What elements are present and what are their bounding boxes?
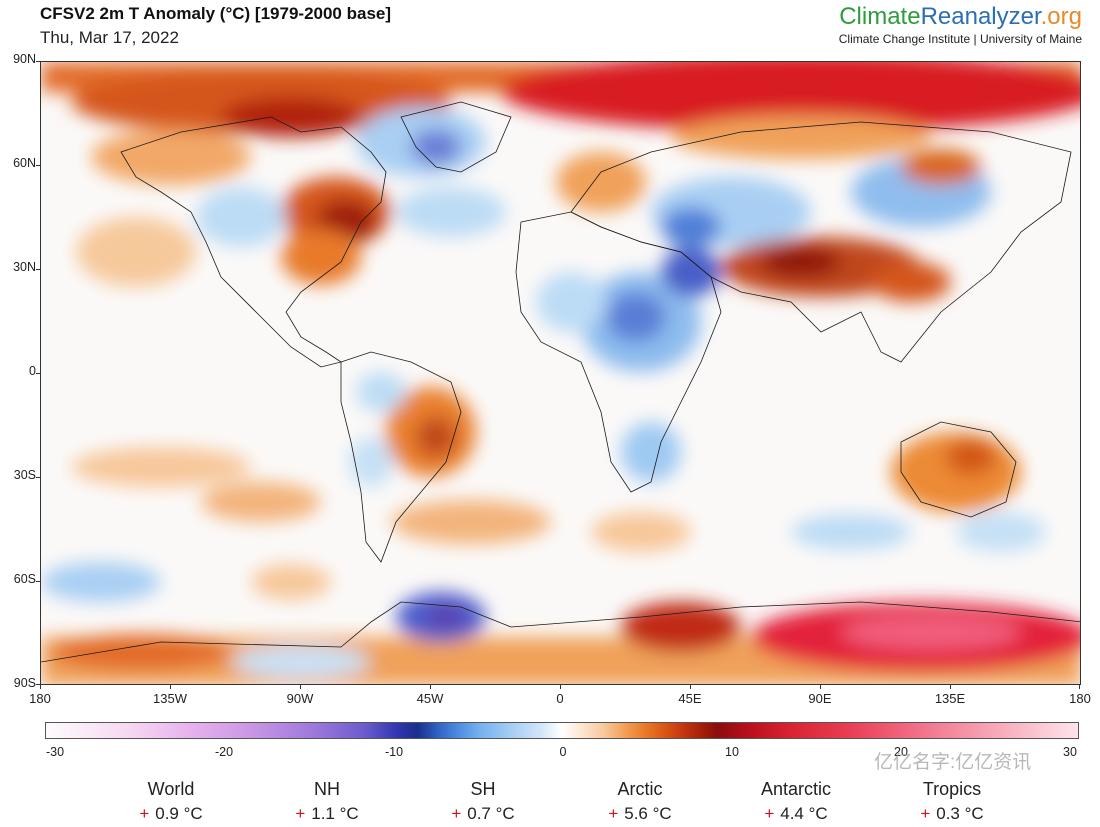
lon-label-45w: 45W: [416, 691, 444, 706]
lat-label-90s: 90S: [13, 676, 36, 690]
lon-tick: [170, 685, 171, 689]
stat-nh: NH +1.1 °C: [252, 779, 402, 824]
lon-label-45e: 45E: [678, 691, 702, 706]
lon-tick: [1079, 685, 1080, 689]
stat-name: Antarctic: [760, 779, 832, 799]
lon-label-90w: 90W: [286, 691, 314, 706]
lon-label-0: 0: [556, 691, 564, 706]
stat-tropics: Tropics +0.3 °C: [877, 779, 1027, 824]
lat-label-60n: 60N: [13, 156, 36, 170]
lat-label-60s: 60S: [13, 572, 36, 586]
lat-label-90n: 90N: [13, 52, 36, 66]
map-title: CFSV2 2m T Anomaly (°C) [1979-2000 base]: [40, 4, 392, 23]
watermark-text: 亿亿名字:亿亿资讯: [874, 752, 1032, 773]
plus-icon: +: [139, 804, 150, 823]
stat-name: Arctic: [617, 779, 663, 799]
map-date: Thu, Mar 17, 2022: [40, 28, 179, 47]
lon-label-135w: 135W: [153, 691, 187, 706]
colorbar-tick-label: -20: [214, 745, 234, 759]
anomaly-field: [41, 62, 1080, 684]
colorbar-tick-label: -10: [384, 745, 404, 759]
lon-tick: [950, 685, 951, 689]
lat-label-0: 0: [29, 364, 36, 378]
stat-name: NH: [314, 779, 340, 799]
lat-tick: [36, 581, 40, 582]
lon-tick: [820, 685, 821, 689]
plus-icon: +: [295, 804, 306, 823]
colorbar-tick-label: -30: [45, 745, 65, 759]
lon-tick: [300, 685, 301, 689]
plus-icon: +: [608, 804, 619, 823]
stat-sh: SH +0.7 °C: [408, 779, 558, 824]
lon-tick: [430, 685, 431, 689]
brand-logo[interactable]: ClimateReanalyzer.org: [839, 3, 1082, 30]
institute-credit: Climate Change Institute | University of…: [838, 32, 1082, 46]
lon-label-90e: 90E: [808, 691, 832, 706]
anomaly-map: [40, 61, 1081, 685]
coastlines: [41, 101, 1080, 663]
plus-icon: +: [920, 804, 931, 823]
lat-tick: [36, 373, 40, 374]
lon-label-180w: 180: [29, 691, 51, 706]
lat-tick: [36, 61, 40, 62]
lon-tick: [690, 685, 691, 689]
lon-tick: [40, 685, 41, 689]
stat-value: 0.7 °C: [467, 804, 515, 823]
colorbar-tick-label: 10: [725, 745, 739, 759]
lat-label-30n: 30N: [13, 260, 36, 274]
stat-world: World +0.9 °C: [96, 779, 246, 824]
lat-tick: [36, 165, 40, 166]
stat-value: 4.4 °C: [780, 804, 828, 823]
lon-label-180e: 180: [1069, 691, 1091, 706]
plus-icon: +: [764, 804, 775, 823]
stat-antarctic: Antarctic +4.4 °C: [721, 779, 871, 824]
stat-value: 0.3 °C: [936, 804, 984, 823]
colorbar-tick-label: 20: [894, 745, 908, 759]
stat-value: 5.6 °C: [624, 804, 672, 823]
stat-value: 1.1 °C: [311, 804, 359, 823]
stat-name: SH: [470, 779, 496, 799]
colorbar-tick-label: 30: [1063, 745, 1077, 759]
lat-tick: [36, 477, 40, 478]
lat-tick: [36, 684, 40, 685]
plus-icon: +: [451, 804, 462, 823]
stat-name: World: [147, 779, 195, 799]
lon-tick: [560, 685, 561, 689]
stat-value: 0.9 °C: [155, 804, 203, 823]
lon-label-135e: 135E: [934, 691, 966, 706]
colorbar-tick-label: 0: [559, 745, 567, 759]
stat-name: Tropics: [922, 779, 982, 799]
anomaly-map-graphic: [41, 62, 1080, 684]
stat-arctic: Arctic +5.6 °C: [565, 779, 715, 824]
color-scale-bar: [45, 722, 1079, 739]
lat-tick: [36, 269, 40, 270]
lat-label-30s: 30S: [13, 468, 36, 482]
